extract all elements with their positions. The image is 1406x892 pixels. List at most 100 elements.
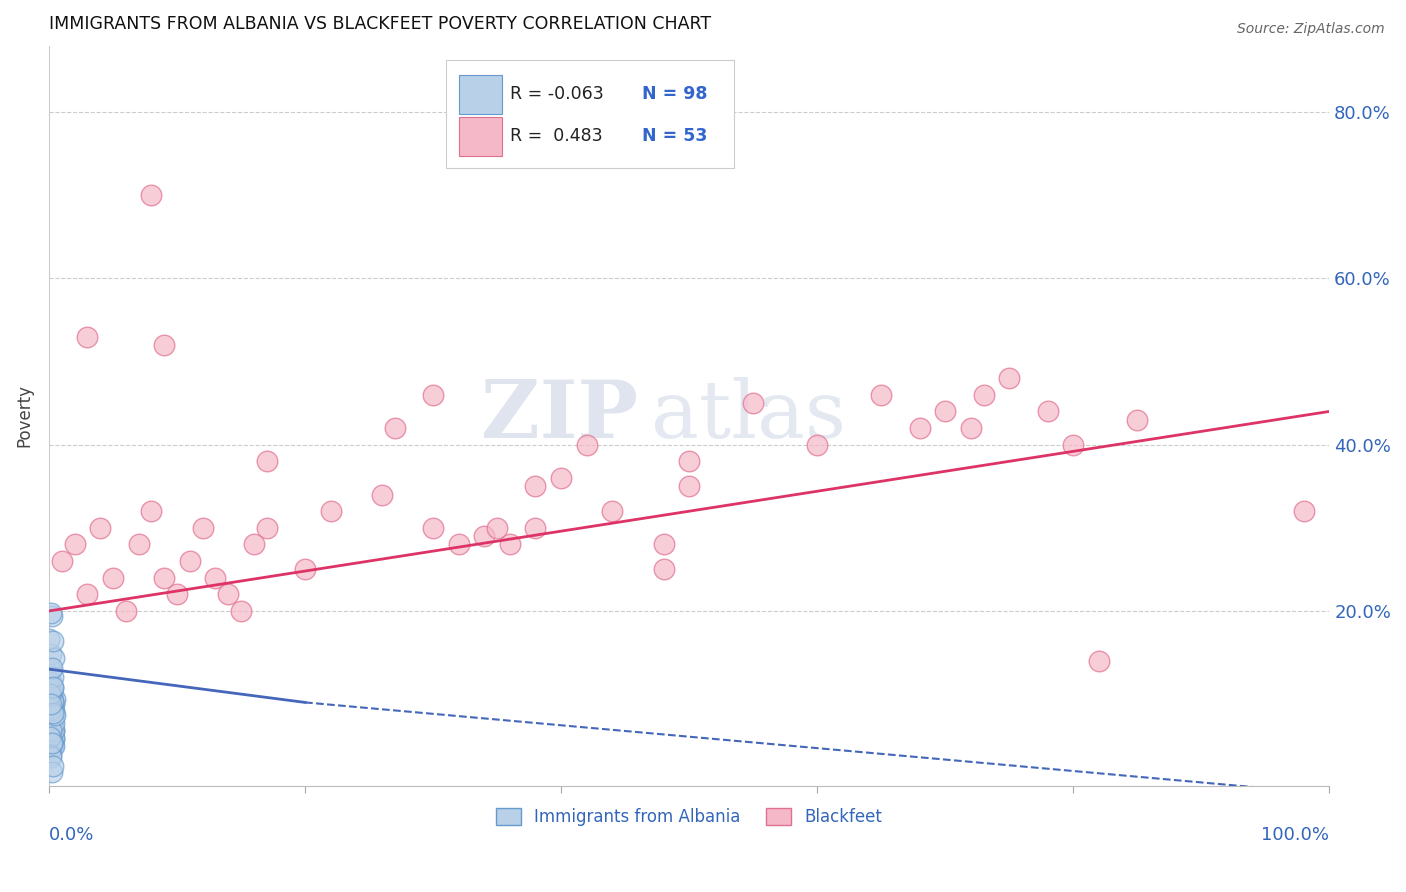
Point	[42, 703, 65, 717]
Point	[42, 723, 65, 737]
Point	[41, 736, 63, 750]
Point	[294, 562, 316, 576]
Point	[38, 692, 60, 706]
Text: Source: ZipAtlas.com: Source: ZipAtlas.com	[1237, 22, 1385, 37]
Point	[678, 479, 700, 493]
Point	[550, 471, 572, 485]
Point	[38, 681, 60, 695]
Point	[42, 704, 65, 718]
Point	[42, 739, 65, 753]
Point	[39, 647, 62, 661]
Point	[973, 388, 995, 402]
Point	[256, 521, 278, 535]
Point	[652, 562, 675, 576]
Point	[38, 692, 60, 706]
Point	[229, 604, 252, 618]
Point	[89, 521, 111, 535]
Point	[42, 705, 65, 719]
Point	[38, 730, 60, 744]
Point	[1062, 438, 1084, 452]
Point	[1126, 413, 1149, 427]
Point	[63, 537, 86, 551]
Point	[41, 709, 63, 723]
Point	[384, 421, 406, 435]
Point	[39, 686, 62, 700]
Point	[41, 606, 63, 620]
Point	[256, 454, 278, 468]
Point	[39, 739, 62, 753]
Point	[422, 388, 444, 402]
Point	[1088, 654, 1111, 668]
Point	[447, 537, 470, 551]
Point	[39, 735, 62, 749]
Point	[41, 706, 63, 720]
Point	[166, 587, 188, 601]
Point	[678, 454, 700, 468]
Point	[42, 634, 65, 648]
Point	[42, 680, 65, 694]
Point	[575, 438, 598, 452]
Point	[41, 723, 63, 738]
FancyBboxPatch shape	[458, 118, 502, 156]
Point	[652, 537, 675, 551]
Point	[1292, 504, 1315, 518]
Point	[41, 681, 63, 695]
Point	[39, 712, 62, 726]
Y-axis label: Poverty: Poverty	[15, 384, 32, 447]
Point	[39, 695, 62, 709]
Point	[41, 725, 63, 739]
Point	[319, 504, 342, 518]
Point	[422, 521, 444, 535]
Point	[39, 748, 62, 763]
Point	[38, 687, 60, 701]
Point	[39, 686, 62, 700]
Point	[39, 723, 62, 738]
Point	[39, 739, 62, 753]
Point	[38, 727, 60, 741]
Point	[38, 710, 60, 724]
Point	[41, 736, 63, 750]
Point	[472, 529, 495, 543]
Point	[42, 758, 65, 772]
Point	[41, 765, 63, 780]
Point	[179, 554, 201, 568]
Point	[38, 736, 60, 750]
Point	[41, 707, 63, 722]
Point	[524, 521, 547, 535]
Point	[76, 587, 98, 601]
Text: R = -0.063: R = -0.063	[510, 85, 603, 103]
Point	[41, 739, 63, 754]
Point	[243, 537, 266, 551]
Point	[42, 722, 65, 736]
Point	[76, 329, 98, 343]
Point	[39, 706, 62, 720]
Point	[42, 732, 65, 747]
Point	[38, 715, 60, 730]
Point	[934, 404, 956, 418]
Point	[41, 686, 63, 700]
Point	[38, 676, 60, 690]
Point	[41, 608, 63, 623]
Point	[141, 504, 163, 518]
Text: ZIP: ZIP	[481, 376, 638, 455]
Point	[41, 661, 63, 675]
Point	[114, 604, 136, 618]
Point	[42, 724, 65, 739]
Point	[38, 687, 60, 701]
Point	[38, 632, 60, 647]
Point	[41, 717, 63, 731]
Text: 100.0%: 100.0%	[1261, 826, 1329, 844]
Point	[41, 735, 63, 749]
Point	[38, 691, 60, 706]
Point	[38, 730, 60, 744]
Point	[39, 731, 62, 745]
Point	[44, 708, 66, 723]
Point	[39, 728, 62, 742]
FancyBboxPatch shape	[458, 75, 502, 114]
Point	[42, 697, 65, 711]
Point	[38, 704, 60, 718]
FancyBboxPatch shape	[446, 61, 734, 168]
Point	[141, 188, 163, 202]
Point	[41, 735, 63, 749]
Point	[39, 739, 62, 753]
